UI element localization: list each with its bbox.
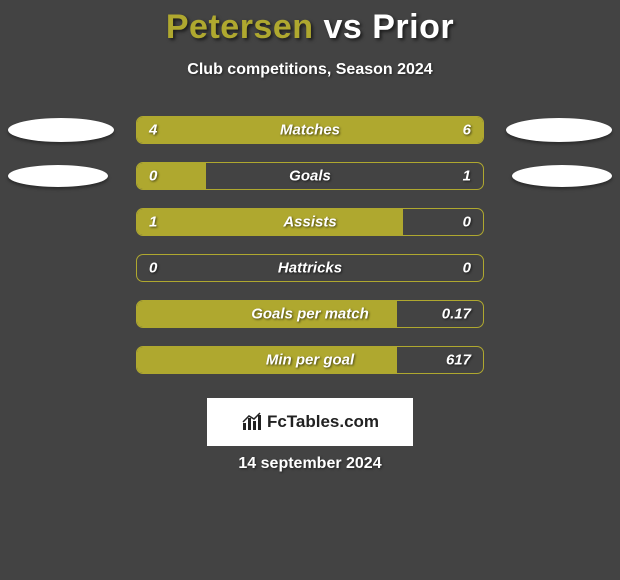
bar-chart-icon [241,412,263,432]
stat-label: Assists [283,214,336,231]
player1-marker [8,118,114,142]
stat-value-right: 0.17 [442,306,471,323]
stat-row: 4 Matches 6 [0,115,620,145]
stat-value-right: 617 [446,352,471,369]
subtitle: Club competitions, Season 2024 [0,61,620,79]
player2-name: Prior [372,8,454,46]
player2-marker [512,165,612,187]
date-text: 14 september 2024 [238,455,381,473]
stat-bar: 4 Matches 6 [136,116,484,144]
brand-text: FcTables.com [267,412,379,432]
stat-row: 0 Hattricks 0 [0,253,620,283]
stat-bar: Goals per match 0.17 [136,300,484,328]
stat-value-right: 0 [463,260,471,277]
stat-value-left: 0 [149,260,157,277]
bar-fill-left [137,209,403,235]
stat-bar: 0 Goals 1 [136,162,484,190]
stat-value-left: 0 [149,168,157,185]
player2-marker [506,118,612,142]
stat-value-right: 6 [463,122,471,139]
stat-row: Goals per match 0.17 [0,299,620,329]
stat-bar: 0 Hattricks 0 [136,254,484,282]
stat-label: Matches [280,122,340,139]
page-title: Petersen vs Prior [0,0,620,47]
stat-label: Goals per match [251,306,369,323]
vs-text: vs [323,8,362,46]
player1-marker [8,165,108,187]
stat-label: Hattricks [278,260,342,277]
stat-value-right: 1 [463,168,471,185]
player1-name: Petersen [166,8,314,46]
stat-row: 1 Assists 0 [0,207,620,237]
stat-value-left: 4 [149,122,157,139]
stat-label: Min per goal [266,352,354,369]
brand-box: FcTables.com [207,398,413,446]
stat-row: Min per goal 617 [0,345,620,375]
stat-label: Goals [289,168,331,185]
stat-bar: Min per goal 617 [136,346,484,374]
stat-value-left: 1 [149,214,157,231]
stat-value-right: 0 [463,214,471,231]
bar-fill-left [137,117,275,143]
stat-row: 0 Goals 1 [0,161,620,191]
stats-chart: 4 Matches 6 0 Goals 1 1 Assists 0 0 Hattricks 0 Goal… [0,115,620,391]
stat-bar: 1 Assists 0 [136,208,484,236]
bar-fill-left [137,163,206,189]
